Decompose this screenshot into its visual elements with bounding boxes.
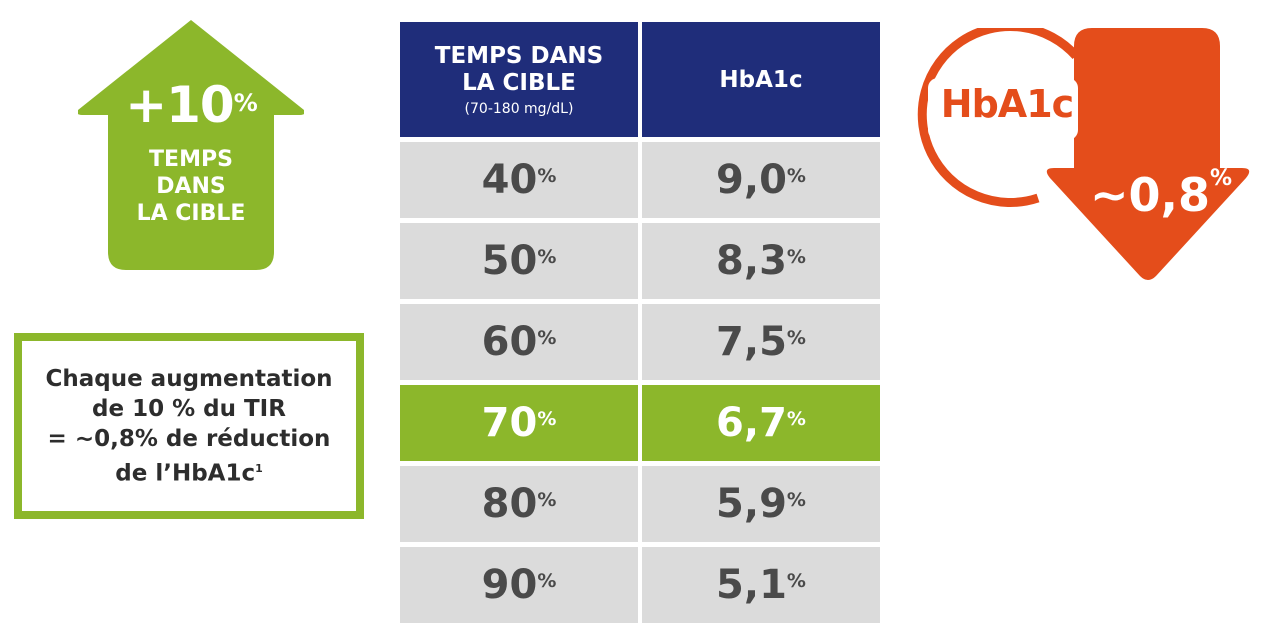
hba1c-reduction-arrow: HbA1c ~0,8%	[916, 28, 1256, 288]
tir-increase-label-line1: TEMPS	[149, 147, 233, 172]
note-line: Chaque augmentation	[45, 365, 333, 392]
note-box: Chaque augmentation de 10 % du TIR = ~0,…	[14, 333, 364, 519]
footnote-ref: 1	[255, 461, 263, 475]
note-line-last: de l’HbA1c1	[115, 460, 263, 487]
table-row: 60% 7,5%	[400, 304, 880, 380]
cell-hba1c: 9,0%	[642, 142, 880, 218]
table-row: 90% 5,1%	[400, 547, 880, 623]
header-hba1c: HbA1c	[642, 22, 880, 137]
header-hba1c-label: HbA1c	[719, 66, 803, 93]
hba1c-reduction-value: ~0,8%	[1089, 166, 1233, 222]
cell-hba1c: 5,1%	[642, 547, 880, 623]
cell-hba1c: 8,3%	[642, 223, 880, 299]
header-tir-range: (70-180 mg/dL)	[464, 100, 574, 117]
tir-increase-value: +10%	[125, 76, 258, 134]
cell-hba1c: 5,9%	[642, 466, 880, 542]
header-tir-line1: TEMPS DANS	[434, 42, 604, 69]
note-line: = ~0,8% de réduction	[47, 425, 331, 452]
cell-tir: 40%	[400, 142, 638, 218]
table-row: 50% 8,3%	[400, 223, 880, 299]
tir-hba1c-table: TEMPS DANS LA CIBLE (70-180 mg/dL) HbA1c…	[400, 22, 880, 623]
cell-tir: 90%	[400, 547, 638, 623]
tir-increase-label-line3: LA CIBLE	[136, 201, 246, 226]
tir-increase-arrow: +10% TEMPS DANS LA CIBLE	[78, 20, 304, 270]
header-tir-line2: LA CIBLE	[462, 69, 576, 96]
hba1c-label: HbA1c	[940, 82, 1074, 126]
cell-tir: 60%	[400, 304, 638, 380]
table-header: TEMPS DANS LA CIBLE (70-180 mg/dL) HbA1c	[400, 22, 880, 137]
cell-tir: 50%	[400, 223, 638, 299]
table-row-highlighted: 70% 6,7%	[400, 385, 880, 461]
note-line: de 10 % du TIR	[92, 395, 286, 422]
header-tir: TEMPS DANS LA CIBLE (70-180 mg/dL)	[400, 22, 638, 137]
cell-tir: 70%	[400, 385, 638, 461]
cell-tir: 80%	[400, 466, 638, 542]
table-row: 40% 9,0%	[400, 142, 880, 218]
cell-hba1c: 7,5%	[642, 304, 880, 380]
table-row: 80% 5,9%	[400, 466, 880, 542]
tir-increase-label-line2: DANS	[156, 174, 226, 199]
note-text: Chaque augmentation de 10 % du TIR = ~0,…	[45, 364, 332, 489]
up-arrow-icon	[78, 20, 304, 270]
cell-hba1c: 6,7%	[642, 385, 880, 461]
down-arrow-icon	[917, 28, 1250, 280]
